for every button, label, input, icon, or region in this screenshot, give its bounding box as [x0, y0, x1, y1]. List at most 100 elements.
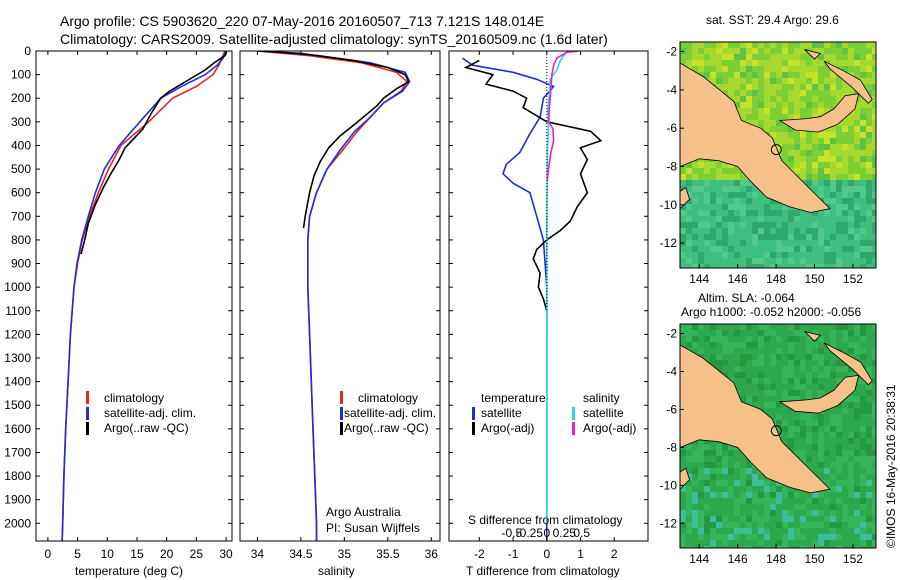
map-cell [692, 204, 698, 210]
map-cell [824, 348, 830, 354]
map-cell [782, 48, 788, 54]
map-cell [758, 522, 764, 528]
map-cell [704, 258, 710, 264]
map-cell [764, 354, 770, 360]
map-cell [764, 54, 770, 60]
map-cell [836, 246, 842, 252]
map-cell [806, 246, 812, 252]
map-cell [788, 510, 794, 516]
map-cell [776, 492, 782, 498]
map-cell [710, 180, 716, 186]
map-cell [704, 222, 710, 228]
map-cell [848, 210, 854, 216]
map-cell [752, 474, 758, 480]
map-cell [788, 504, 794, 510]
map-cell [788, 384, 794, 390]
map-cell [782, 324, 788, 330]
map-cell [836, 378, 842, 384]
map-cell [860, 348, 866, 354]
map-cell [824, 252, 830, 258]
map-cell [710, 228, 716, 234]
map-cell [860, 216, 866, 222]
map-cell [830, 366, 836, 372]
map-cell [740, 252, 746, 258]
map-cell [830, 486, 836, 492]
map-cell [722, 330, 728, 336]
map-cell [710, 264, 716, 268]
map-cell [752, 342, 758, 348]
map-cell [788, 114, 794, 120]
map-cell [818, 48, 824, 54]
map-cell [800, 420, 806, 426]
map-cell [764, 480, 770, 486]
map-cell [872, 192, 876, 198]
map-cell [818, 474, 824, 480]
map-cell [728, 252, 734, 258]
map-cell [752, 258, 758, 264]
map-cell [728, 504, 734, 510]
map-cell [776, 240, 782, 246]
map-cell [764, 324, 770, 330]
map-cell [830, 408, 836, 414]
map-cell [848, 546, 854, 548]
map-cell [704, 528, 710, 534]
imos-footer: ©IMOS 16-May-2016 20:38:31 [884, 384, 898, 548]
map-cell [740, 546, 746, 548]
map-cell [740, 78, 746, 84]
map-frame-sst_map [679, 41, 877, 269]
map-cell [836, 264, 842, 268]
map-cell [818, 384, 824, 390]
map-cell [830, 360, 836, 366]
map-cell [854, 438, 860, 444]
map-cell [860, 168, 866, 174]
map-cell [812, 228, 818, 234]
map-cell [854, 198, 860, 204]
map-cell [794, 390, 800, 396]
map-cell [812, 354, 818, 360]
map-cell [782, 240, 788, 246]
map-cell [842, 438, 848, 444]
map-cell [734, 168, 740, 174]
map-cell [734, 474, 740, 480]
map-cell [866, 78, 872, 84]
legend-argo-b: Argo(..raw -QC) [344, 421, 429, 435]
map-cell [872, 174, 876, 180]
map-cell [848, 240, 854, 246]
map-cell [776, 324, 782, 330]
map-cell [782, 258, 788, 264]
map-cell [734, 384, 740, 390]
map-cell [758, 234, 764, 240]
map-cell [806, 444, 812, 450]
map-cell [800, 510, 806, 516]
map-cell [752, 186, 758, 192]
map-cell [704, 468, 710, 474]
map-cell [830, 246, 836, 252]
map-cell [848, 228, 854, 234]
map-cell [728, 522, 734, 528]
map-cell [698, 492, 704, 498]
map-cell [782, 150, 788, 156]
depth-tick-label: 1100 [5, 304, 31, 318]
map-cell [842, 198, 848, 204]
map-cell [872, 120, 876, 126]
map-cell [734, 222, 740, 228]
map-cell [740, 114, 746, 120]
map-cell [824, 366, 830, 372]
map-cell [710, 504, 716, 510]
map-cell [728, 474, 734, 480]
map-cell [680, 216, 686, 222]
map-cell [782, 108, 788, 114]
map-cell [854, 468, 860, 474]
map-cell [860, 114, 866, 120]
map-cell [818, 84, 824, 90]
map-cell [794, 516, 800, 522]
map-cell [860, 426, 866, 432]
map-cell [680, 336, 686, 342]
map-cell [746, 252, 752, 258]
map-cell [752, 468, 758, 474]
map-cell [704, 48, 710, 54]
map-cell [722, 534, 728, 540]
map-cell [848, 168, 854, 174]
map-cell [686, 330, 692, 336]
map-cell [788, 426, 794, 432]
